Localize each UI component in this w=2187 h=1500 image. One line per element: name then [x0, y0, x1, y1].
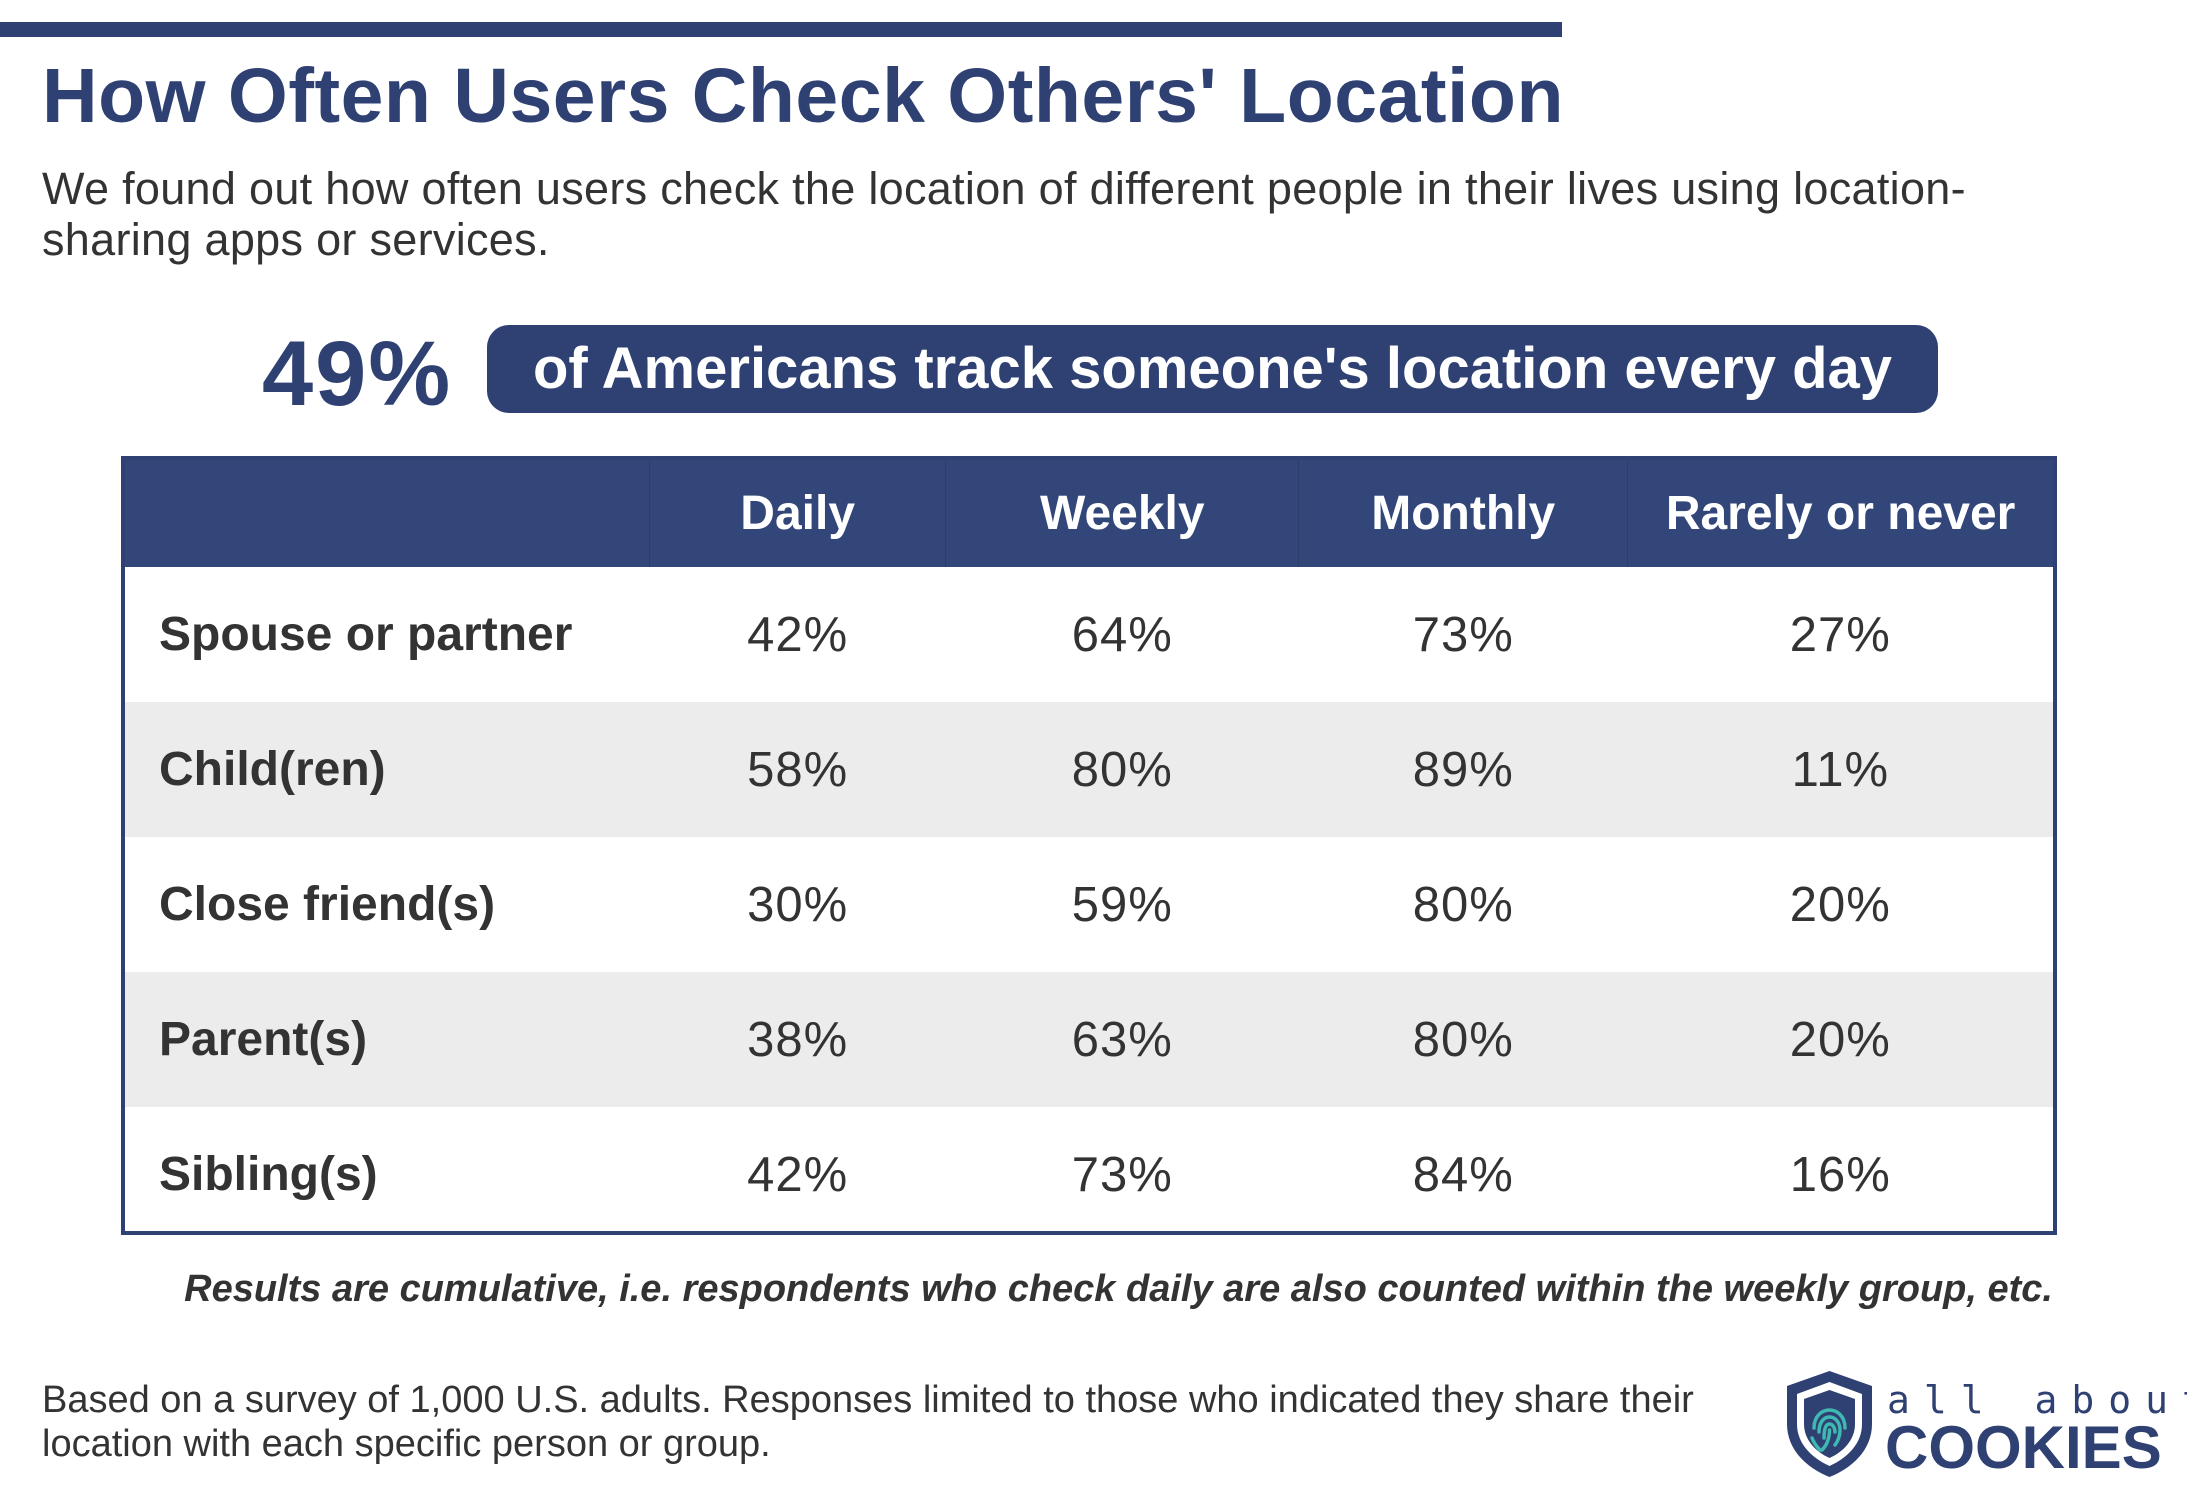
cell-rarely: 11% — [1627, 702, 2053, 837]
all-about-cookies-logo: all about COOKIES — [1782, 1368, 2187, 1486]
survey-footnote: Based on a survey of 1,000 U.S. adults. … — [42, 1379, 1694, 1465]
table-row: Child(ren) 58% 80% 89% 11% — [125, 702, 2053, 837]
cell-rarely: 27% — [1789, 607, 1891, 662]
highlight-stat-pill: of Americans track someone's location ev… — [487, 325, 1938, 413]
shield-fingerprint-icon — [1787, 1371, 1872, 1477]
row-label: Child(ren) — [125, 702, 650, 837]
column-header-daily: Daily — [649, 460, 946, 567]
table-row: Sibling(s) 42% 73% 84% 16% — [125, 1107, 2053, 1231]
cell-daily: 42% — [747, 1147, 849, 1202]
page-title: How Often Users Check Others' Location — [42, 53, 1565, 139]
row-label: Spouse or partner — [159, 608, 573, 661]
cell-rarely: 20% — [1627, 972, 2053, 1107]
top-accent-bar — [0, 22, 1562, 37]
table-row: Spouse or partner 42% 64% 73% 27% — [125, 567, 2053, 702]
cell-daily: 38% — [649, 972, 946, 1107]
cell-daily: 58% — [649, 702, 946, 837]
highlight-stat-number: 49% — [262, 323, 453, 425]
column-header-monthly: Monthly — [1298, 460, 1628, 567]
cell-rarely: 16% — [1789, 1147, 1891, 1202]
table-body: Spouse or partner 42% 64% 73% 27% Child(… — [125, 567, 2053, 1231]
logo-wordmark-top: all about — [1887, 1378, 2187, 1422]
table-header: Daily Weekly Monthly Rarely or never — [125, 460, 2053, 567]
cell-monthly: 80% — [1412, 877, 1514, 932]
column-header-label — [125, 460, 650, 567]
row-label: Sibling(s) — [159, 1148, 378, 1201]
cell-daily: 30% — [747, 877, 849, 932]
cell-weekly: 80% — [945, 702, 1299, 837]
cell-monthly: 89% — [1298, 702, 1628, 837]
cell-monthly: 73% — [1412, 607, 1514, 662]
cell-weekly: 59% — [1071, 877, 1173, 932]
cumulative-note: Results are cumulative, i.e. respondents… — [184, 1268, 2053, 1310]
frequency-table-container: Daily Weekly Monthly Rarely or never Spo… — [121, 456, 2057, 1235]
table-row: Close friend(s) 30% 59% 80% 20% — [125, 837, 2053, 972]
table-row: Parent(s) 38% 63% 80% 20% — [125, 972, 2053, 1107]
row-label: Parent(s) — [125, 972, 650, 1107]
cell-weekly: 63% — [945, 972, 1299, 1107]
column-header-weekly: Weekly — [945, 460, 1299, 567]
frequency-table: Daily Weekly Monthly Rarely or never Spo… — [125, 460, 2053, 1231]
cell-rarely: 20% — [1789, 877, 1891, 932]
cell-daily: 42% — [747, 607, 849, 662]
cell-weekly: 73% — [1071, 1147, 1173, 1202]
row-label: Close friend(s) — [159, 878, 496, 931]
table-header-row: Daily Weekly Monthly Rarely or never — [125, 460, 2053, 567]
page-subtitle: We found out how often users check the l… — [42, 163, 1966, 265]
cell-monthly: 84% — [1412, 1147, 1514, 1202]
cell-weekly: 64% — [1071, 607, 1173, 662]
cell-monthly: 80% — [1298, 972, 1628, 1107]
logo-wordmark-bottom: COOKIES — [1885, 1414, 2162, 1481]
column-header-rarely: Rarely or never — [1627, 460, 2053, 567]
